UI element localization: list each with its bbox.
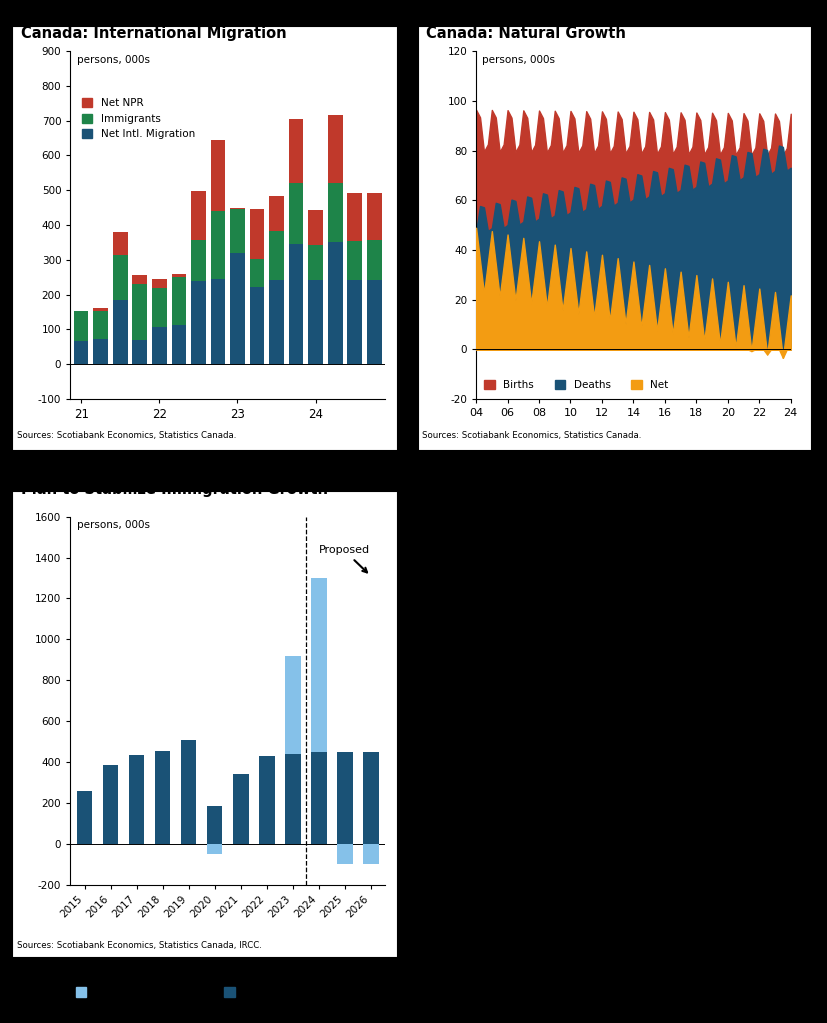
Bar [284,656,300,754]
Text: Sources: Scotiabank Economics, Statistics Canada.: Sources: Scotiabank Economics, Statistic… [422,431,641,440]
Bar [112,232,127,255]
Bar [259,756,275,844]
Bar [171,276,186,325]
Bar [103,765,118,844]
Bar [250,287,264,364]
Bar [93,340,108,364]
Legend: Temporary Residents, Permanent Residents: Temporary Residents, Permanent Residents [75,987,353,997]
Bar [289,244,303,364]
Bar [347,279,361,364]
Text: Sources: Scotiabank Economics, Statistics Canada, IRCC.: Sources: Scotiabank Economics, Statistic… [17,941,261,950]
Bar [362,752,378,844]
Bar [308,279,323,364]
Legend: Births, Deaths, Net: Births, Deaths, Net [484,381,667,391]
Bar [269,279,284,364]
Bar [132,340,147,364]
Bar [289,119,303,183]
Bar [155,751,170,844]
Bar [366,279,381,364]
Bar [77,791,93,844]
Bar [327,116,342,183]
Bar [191,239,205,281]
Text: Sources: Scotiabank Economics, Statistics Canada.: Sources: Scotiabank Economics, Statistic… [17,431,236,440]
Bar [207,806,222,844]
Bar [93,311,108,340]
Bar [112,255,127,300]
Bar [366,192,381,239]
Bar [152,278,166,288]
Text: Proposed: Proposed [318,545,370,573]
Bar [230,208,245,253]
Bar [230,208,245,210]
Bar [180,740,196,844]
Bar [132,275,147,340]
Bar [327,241,342,364]
Bar [191,281,205,364]
Bar [327,183,342,241]
Bar [232,774,248,844]
Bar [366,239,381,279]
Text: persons, 000s: persons, 000s [77,521,150,530]
Bar [310,578,326,752]
Bar [310,752,326,844]
Bar [347,241,361,279]
Bar [337,844,352,864]
Bar [308,210,323,244]
Text: Plan to Stabilize Immigration Growth: Plan to Stabilize Immigration Growth [21,482,327,497]
Bar [250,209,264,259]
Bar [308,244,323,279]
Bar [362,844,378,864]
Legend: Net NPR, Immigrants, Net Intl. Migration: Net NPR, Immigrants, Net Intl. Migration [82,98,194,139]
Bar [269,196,284,231]
Text: Canada: Natural Growth: Canada: Natural Growth [426,26,625,41]
Bar [347,192,361,241]
Text: Canada: International Migration: Canada: International Migration [21,26,286,41]
Bar [250,259,264,287]
Bar [337,752,352,844]
Bar [93,308,108,311]
Bar [171,325,186,364]
Bar [74,341,88,364]
Bar [230,253,245,364]
Bar [210,279,225,364]
Bar [112,300,127,364]
Bar [132,275,147,284]
Bar [191,191,205,239]
Bar [152,326,166,364]
Bar [210,212,225,279]
Text: persons, 000s: persons, 000s [77,54,150,64]
Bar [269,231,284,279]
Bar [74,311,88,341]
Bar [207,844,222,854]
Bar [171,274,186,276]
Bar [129,755,145,844]
Bar [210,140,225,212]
Bar [152,288,166,326]
Text: persons, 000s: persons, 000s [482,54,555,64]
Bar [289,183,303,244]
Bar [284,754,300,844]
